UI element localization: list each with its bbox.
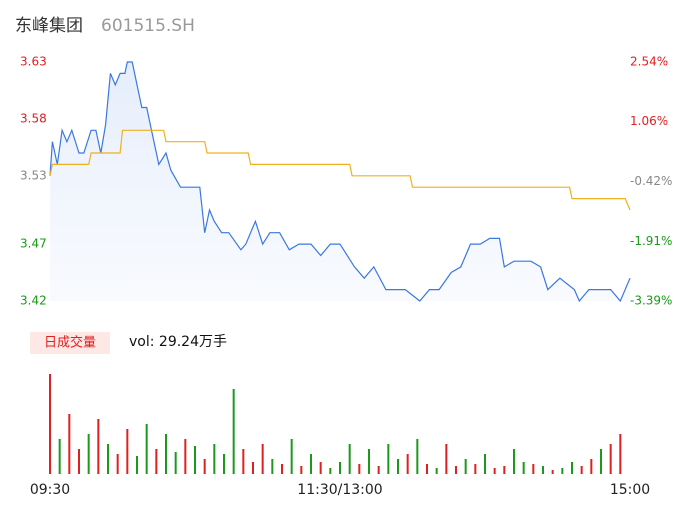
volume-bar <box>571 462 573 474</box>
volume-text: vol: 29.24万手 <box>129 334 227 350</box>
volume-label-bg <box>30 332 110 354</box>
volume-bar <box>68 414 71 474</box>
volume-bar <box>474 464 477 474</box>
volume-bar <box>155 449 158 474</box>
volume-bar <box>319 462 322 474</box>
volume-bar <box>194 446 196 474</box>
y-tick-label: 3.58 <box>20 111 47 125</box>
volume-bar <box>406 454 409 474</box>
volume-bar <box>561 468 564 474</box>
volume-bar <box>619 434 622 474</box>
x-tick-label: 11:30/13:00 <box>297 482 382 498</box>
x-tick-label: 09:30 <box>30 482 70 498</box>
y-tick-label: 3.42 <box>20 294 47 308</box>
volume-bar <box>464 459 467 474</box>
volume-bar <box>435 468 438 474</box>
y2-tick-label: -0.42% <box>630 174 672 188</box>
volume-bar <box>300 466 303 474</box>
volume-bar <box>87 434 90 474</box>
y2-tick-label: -1.91% <box>630 234 672 248</box>
volume-bar <box>551 470 554 474</box>
stock-name: 东峰集团 <box>15 16 83 36</box>
volume-bar <box>445 444 448 474</box>
volume-bar <box>116 454 119 474</box>
volume-bar <box>426 464 428 474</box>
volume-bar <box>165 434 167 474</box>
volume-bar <box>377 466 380 474</box>
volume-bar <box>184 439 187 474</box>
volume-bar <box>484 454 486 474</box>
volume-bar <box>126 429 129 474</box>
x-tick-label: 15:00 <box>610 482 650 498</box>
volume-bar <box>107 444 109 474</box>
volume-bar <box>329 468 332 474</box>
volume-bar <box>455 466 457 474</box>
volume-bar <box>281 464 283 474</box>
volume-bar <box>493 468 496 474</box>
volume-bar <box>416 439 419 474</box>
price-area <box>50 62 630 301</box>
volume-bar <box>358 464 361 474</box>
volume-bar <box>397 459 399 474</box>
volume-bar <box>290 439 293 474</box>
volume-bar <box>532 464 535 474</box>
volume-bar <box>145 424 148 474</box>
volume-bar <box>213 444 216 474</box>
volume-bar <box>252 462 254 474</box>
volume-bar <box>503 466 506 474</box>
volume-bar <box>590 459 593 474</box>
series-line <box>49 129 631 211</box>
volume-bar <box>542 466 544 474</box>
stock-code: 601515.SH <box>101 16 195 36</box>
volume-bar <box>203 459 206 474</box>
volume-bar <box>136 456 138 474</box>
volume-bar <box>58 439 61 474</box>
volume-bar <box>348 444 351 474</box>
volume-bar <box>339 462 341 474</box>
volume-bar <box>174 452 177 474</box>
volume-bar <box>223 454 225 474</box>
volume-bar <box>368 449 370 474</box>
volume-bar <box>513 449 515 474</box>
series-line <box>49 61 631 303</box>
volume-bar <box>49 374 51 474</box>
volume-label: 日成交量 <box>44 335 96 351</box>
volume-bar <box>261 444 264 474</box>
y-tick-label: 3.53 <box>20 168 47 182</box>
volume-bar <box>78 449 80 474</box>
y-tick-label: 3.47 <box>20 237 47 251</box>
y2-tick-label: -3.39% <box>630 294 672 308</box>
y-tick-label: 3.63 <box>20 55 47 69</box>
volume-bar <box>310 454 312 474</box>
volume-bar <box>271 459 274 474</box>
y2-tick-label: 2.54% <box>630 55 668 69</box>
y2-tick-label: 1.06% <box>630 114 668 128</box>
volume-bar <box>522 462 525 474</box>
volume-bar <box>600 449 602 474</box>
volume-bar <box>97 419 100 474</box>
volume-bar <box>387 444 390 474</box>
volume-bar <box>232 389 235 474</box>
volume-bar <box>242 449 245 474</box>
volume-bar <box>609 444 612 474</box>
volume-bar <box>580 466 583 474</box>
